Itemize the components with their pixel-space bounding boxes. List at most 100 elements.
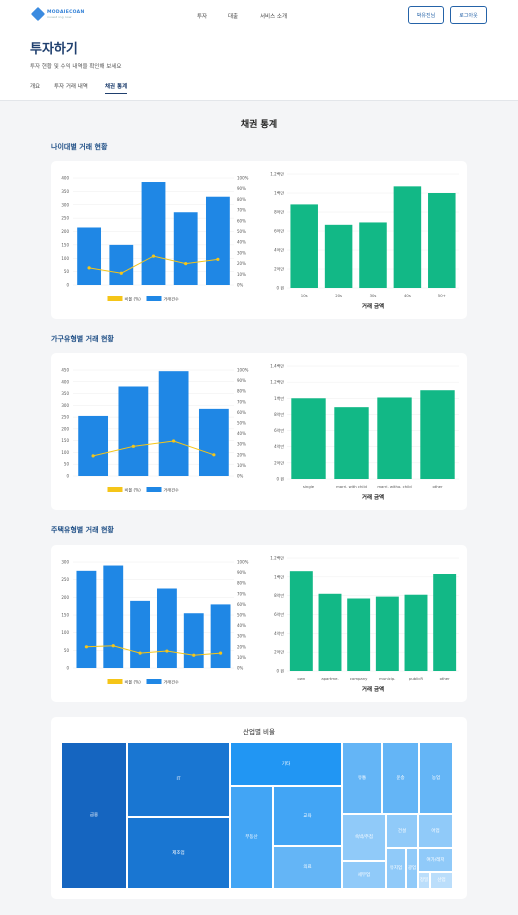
y-tick-label: 1백만 — [274, 573, 284, 579]
count-ratio-chart-household: 0 50 100 150 200 250 300 350 400 450 0% 10% 20% 30% 40… — [61, 368, 249, 494]
y2-tick-label: 0% — [237, 666, 244, 671]
brand-logo[interactable]: MODAIECOAN invest ing now — [30, 6, 85, 22]
treemap-cell[interactable]: 농업 — [419, 742, 453, 814]
ratio-point — [119, 271, 123, 275]
y2-tick-label: 0% — [237, 283, 244, 288]
x-tick-label: 40s — [404, 293, 411, 298]
treemap-cell[interactable]: IT — [127, 742, 230, 817]
treemap-cell[interactable]: 교육 — [273, 786, 342, 846]
y-tick-label: 200 — [61, 229, 69, 234]
count-bar — [205, 196, 230, 285]
y2-tick-label: 60% — [237, 218, 246, 223]
y2-tick-label: 50% — [237, 229, 246, 234]
y-tick-label: 8억만 — [274, 411, 284, 417]
y2-tick-label: 100% — [237, 560, 249, 565]
y-tick-label: 0 — [66, 474, 69, 479]
treemap-cell[interactable]: 여가/레저 — [418, 848, 453, 872]
y-tick-label: 100 — [61, 630, 69, 635]
treemap-cell[interactable]: 부동산 — [230, 786, 273, 889]
y-tick-label: 300 — [61, 202, 69, 207]
nav-invest[interactable]: 투자 — [197, 14, 208, 20]
logout-button[interactable]: 로그아웃 — [450, 6, 487, 24]
y-tick-label: 150 — [61, 438, 69, 443]
page-title: 투자하기 — [30, 42, 78, 57]
y-tick-label: 4억만 — [274, 247, 284, 253]
treemap-cell[interactable]: 정밀 — [418, 872, 430, 889]
mypage-button[interactable]: 박유진님 — [408, 6, 444, 24]
count-bar — [158, 371, 189, 476]
y-tick-label: 150 — [61, 613, 69, 618]
amount-bar — [334, 407, 369, 479]
y2-tick-label: 40% — [237, 240, 246, 245]
x-tick-label: 20s — [335, 293, 342, 298]
treemap-cell[interactable]: 유지업 — [386, 848, 406, 889]
treemap-cell[interactable]: 세무업 — [342, 861, 386, 889]
x-axis-label: 거래 금액 — [362, 493, 384, 501]
group-title-housing: 주택유형별 거래 현황 — [51, 526, 114, 534]
count-bar — [77, 227, 102, 285]
treemap-cell[interactable]: 광업 — [406, 848, 418, 889]
y-tick-label: 100 — [61, 450, 69, 455]
x-axis-label: 거래 금액 — [362, 302, 384, 310]
x-axis-label: 거래 금액 — [362, 685, 384, 693]
count-bar — [210, 604, 231, 668]
y-tick-label: 400 — [61, 379, 69, 384]
nav-service[interactable]: 서비스 소개 — [260, 14, 288, 20]
y-tick-label: 350 — [61, 391, 69, 396]
y-tick-label: 0 원 — [277, 285, 285, 291]
y2-tick-label: 30% — [237, 634, 246, 639]
ratio-point — [165, 649, 169, 653]
amount-chart-age: 0 원 2억만 4억만 6억만 8억만 1백만 1.2백만 10s 20s 30s 40s 50+ 거래… — [270, 171, 459, 310]
y2-tick-label: 20% — [237, 261, 246, 266]
tab-transactions[interactable]: 투자 거래 내역 — [54, 84, 88, 90]
count-ratio-chart-age: 0 50 100 150 200 250 300 350 400 0% 10% 20% 30% 40% 50… — [61, 176, 248, 303]
count-bar — [109, 244, 134, 285]
treemap-cell[interactable]: 금융 — [61, 742, 127, 889]
page-subtitle: 투자 현황 및 수익 내역을 확인해 보세요 — [30, 64, 122, 70]
y2-tick-label: 90% — [237, 378, 246, 383]
y-tick-label: 400 — [61, 176, 69, 181]
treemap-cell[interactable]: 산업 — [430, 872, 453, 889]
x-tick-label: apartme. — [321, 676, 338, 681]
y-tick-label: 200 — [61, 595, 69, 600]
y2-tick-label: 10% — [237, 272, 246, 277]
tab-overview[interactable]: 개요 — [30, 84, 41, 90]
brand-name: MODAIECOAN — [47, 9, 85, 15]
ratio-point — [111, 644, 115, 648]
y-tick-label: 1백만 — [274, 395, 284, 401]
nav-loan[interactable]: 대출 — [228, 14, 239, 20]
treemap-cell[interactable]: 의료 — [273, 846, 342, 889]
y2-tick-label: 20% — [237, 644, 246, 649]
y2-tick-label: 100% — [237, 368, 249, 373]
y-tick-label: 1.4백만 — [270, 363, 284, 369]
ratio-line — [93, 440, 215, 457]
ratio-point — [131, 444, 135, 448]
treemap-cell[interactable]: 운송 — [382, 742, 419, 814]
treemap-cell[interactable]: 기타 — [230, 742, 342, 786]
ratio-point — [84, 645, 89, 649]
tab-bond-stats[interactable]: 채권 통계 — [105, 82, 128, 94]
treemap-cell[interactable]: 제조업 — [127, 817, 230, 889]
amount-bar — [428, 193, 456, 288]
ratio-point — [218, 651, 223, 655]
treemap-cell[interactable]: 유통 — [342, 742, 382, 814]
y-tick-label: 50 — [64, 648, 70, 653]
amount-bar — [433, 574, 457, 671]
count-ratio-chart-housing: 0 50 100 150 200 250 300 0% 10% 20% 30% 40% 50% 60% 70… — [61, 560, 249, 686]
x-tick-label: single — [303, 484, 315, 489]
treemap-cell[interactable]: 숙박/주점 — [342, 814, 386, 861]
treemap-cell[interactable]: 어업 — [418, 814, 453, 848]
y2-tick-label: 60% — [237, 602, 246, 607]
treemap-cell[interactable]: 건설 — [386, 814, 418, 848]
y-tick-label: 6억만 — [274, 611, 284, 617]
count-bar — [198, 408, 229, 476]
treemap-title: 산업별 비율 — [243, 728, 275, 736]
y-tick-label: 300 — [61, 403, 69, 408]
y-tick-label: 450 — [61, 368, 69, 373]
y2-tick-label: 40% — [237, 623, 246, 628]
legend-ratio-label: 비율 (%) — [125, 487, 142, 494]
legend-count-label: 거래건수 — [164, 487, 180, 494]
amount-bar — [404, 594, 428, 671]
